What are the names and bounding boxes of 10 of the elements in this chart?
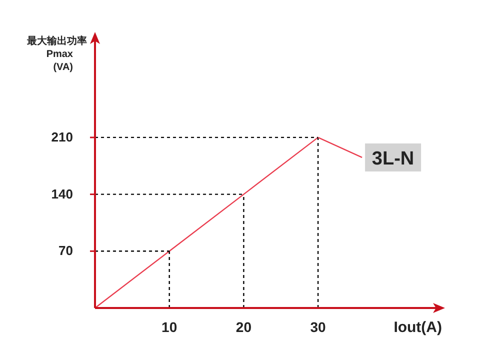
y-axis-title: 最大输出功率 Pmax (VA) [26, 35, 87, 73]
y-tick-label: 140 [51, 186, 73, 202]
legend: 3L-N [318, 136, 422, 172]
x-tick-label: 30 [310, 319, 326, 335]
legend-label: 3L-N [372, 148, 414, 170]
y-tick-label: 70 [58, 243, 73, 258]
x-axis-title: Iout(A) [394, 319, 442, 336]
x-tick-label: 10 [162, 319, 178, 335]
y-tick-label: 210 [51, 129, 73, 144]
x-tick-label: 20 [236, 319, 252, 335]
